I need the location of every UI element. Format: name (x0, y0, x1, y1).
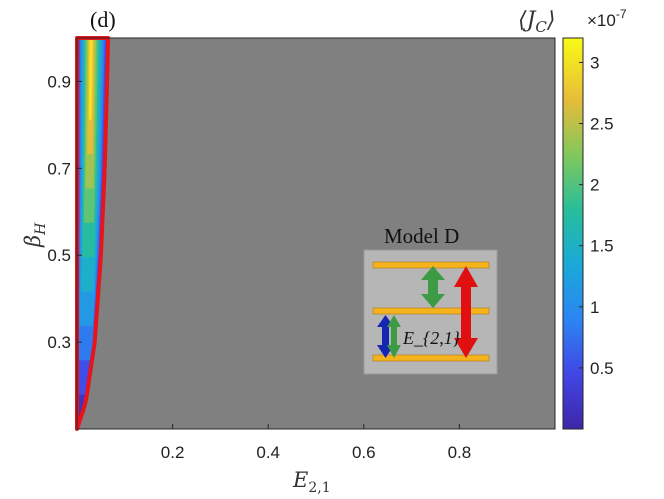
colorbar-label: ⟨JC⟩ (518, 8, 555, 36)
x-tick-label: 0.8 (448, 443, 472, 462)
x-axis: 0.2 0.4 0.6 0.8 (161, 424, 471, 462)
panel-label: (d) (90, 7, 116, 32)
level-1 (372, 354, 490, 362)
red-arrow (454, 266, 478, 358)
x-tick-label: 0.6 (352, 443, 376, 462)
colorbar-tick-label: 1 (590, 298, 599, 317)
colorbar (562, 37, 584, 430)
y-axis: 0.3 0.5 0.7 0.9 (47, 72, 82, 352)
level-2 (372, 307, 490, 315)
region-boundary (75, 36, 111, 431)
y-tick-label: 0.3 (47, 333, 71, 352)
y-tick-label: 0.7 (47, 159, 71, 178)
colorbar-exponent: ×10-7 (587, 7, 627, 30)
colorbar-tick-label: 2.5 (590, 115, 614, 134)
inset-schematic: Model D E_{2,1} (363, 224, 498, 375)
colorbar-tick-label: 0.5 (590, 359, 614, 378)
colorbar-tick-label: 1.5 (590, 237, 614, 256)
level-3 (372, 261, 490, 269)
inset-title: Model D (384, 224, 459, 248)
colorbar-tick-label: 2 (590, 176, 599, 195)
contour-band (88, 38, 93, 120)
x-axis-label: E2,1 (292, 468, 331, 496)
green-arrow-upper (421, 266, 445, 308)
heat-region (77, 38, 109, 429)
inset-arrow-label: E_{2,1} (402, 328, 461, 348)
green-arrow-lower (387, 315, 401, 358)
axes-frame (76, 37, 556, 430)
y-tick-label: 0.5 (47, 246, 71, 265)
y-tick-label: 0.9 (47, 72, 71, 91)
x-tick-label: 0.2 (161, 443, 185, 462)
colorbar-ticks: 0.5 1 1.5 2 2.5 3 (579, 53, 614, 378)
y-axis-label: βH (21, 222, 49, 248)
colorbar-tick-label: 3 (590, 53, 599, 72)
x-tick-label: 0.4 (256, 443, 280, 462)
